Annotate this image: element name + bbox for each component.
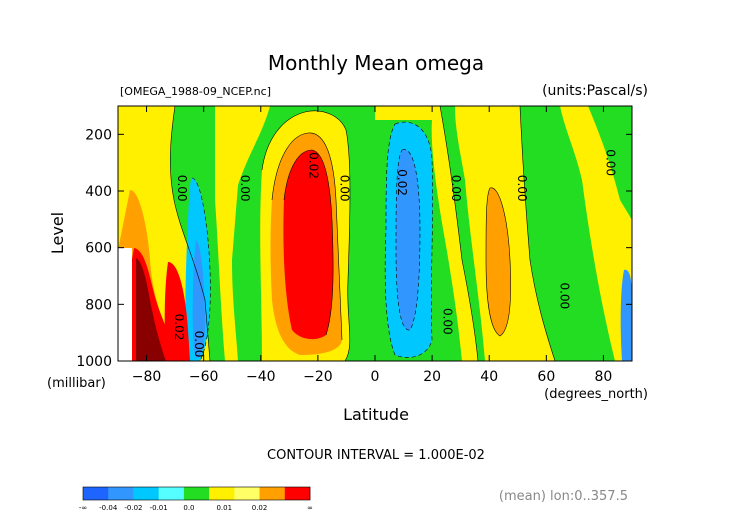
colorbar-swatch	[158, 487, 185, 500]
orange-region-north	[486, 187, 511, 336]
chart-source-file: [OMEGA_1988-09_NCEP.nc]	[120, 85, 271, 98]
colorbar-label: -0.02	[124, 504, 142, 512]
contour-label: 0.02	[395, 169, 409, 196]
y-axis-unit: (millibar)	[47, 376, 106, 391]
colorbar-label: -∞	[79, 504, 87, 512]
x-tick-label: −80	[132, 369, 162, 385]
colorbar-swatch	[259, 487, 286, 500]
contour-label: 0.00	[449, 175, 463, 202]
darkred-region-south-pole	[136, 258, 166, 361]
contour-label: 0.00	[175, 175, 189, 202]
yellow-region-east	[375, 106, 478, 361]
x-tick-label: 40	[480, 369, 498, 385]
x-axis-label: Latitude	[343, 405, 409, 424]
contour-label: 0.02	[306, 152, 320, 179]
missing-data-region	[118, 248, 132, 361]
colorbar-swatch	[209, 487, 235, 500]
y-tick-label: 200	[85, 127, 112, 143]
contour-labels: 0.00 0.00 0.02 0.00 0.02 0.00 0.00 0.00 0.00 0.00…	[172, 149, 617, 357]
blue-region-equator	[396, 149, 420, 331]
contour-lines	[170, 106, 556, 361]
colorbar-label: -0.01	[150, 504, 168, 512]
yellow-region-subtropic	[215, 106, 270, 361]
colorbar-swatch	[83, 487, 109, 500]
footer-mean-lon: (mean) lon:0..357.5	[499, 489, 628, 504]
contour-field: 0.00 0.00 0.02 0.00 0.02 0.00 0.00 0.00 0.00 0.00…	[118, 106, 632, 361]
x-axis-unit: (degrees_north)	[544, 387, 648, 402]
y-tick-label: 800	[85, 297, 112, 313]
colorbar-swatch	[183, 487, 210, 500]
contour-label: 0.02	[172, 314, 186, 341]
colorbar-label: -0.04	[99, 504, 118, 512]
contour-label: 0.00	[192, 331, 206, 358]
x-tick-label: 20	[423, 369, 441, 385]
contour-interval-text: CONTOUR INTERVAL = 1.000E-02	[267, 448, 485, 463]
contour-label: 0.00	[558, 282, 572, 309]
colorbar-swatch	[284, 487, 311, 500]
y-tick-label: 400	[85, 184, 112, 200]
contour-label: 0.00	[338, 175, 352, 202]
colorbar-label: ∞	[307, 504, 313, 512]
colorbar-label: 0.01	[216, 504, 232, 512]
colorbar: -∞ -0.04 -0.02 -0.01 0.0 0.01 0.02 ∞	[79, 486, 313, 512]
chart-units: (units:Pascal/s)	[542, 83, 648, 99]
contour-label: 0.00	[238, 175, 252, 202]
colorbar-label: 0.02	[252, 504, 268, 512]
colorbar-swatch	[234, 487, 260, 500]
x-tick-label: −60	[189, 369, 219, 385]
contour-label: 0.00	[515, 175, 529, 202]
colorbar-swatch	[108, 487, 134, 500]
x-tick-label: 60	[537, 369, 555, 385]
x-axis-ticks: −80 −60 −40 −20 0 20 40 60 80	[132, 106, 613, 385]
contour-label: 0.00	[441, 308, 455, 335]
x-tick-label: −20	[303, 369, 333, 385]
x-tick-label: −40	[246, 369, 276, 385]
y-tick-label: 600	[85, 241, 112, 257]
colorbar-swatch	[133, 487, 159, 500]
y-axis-ticks: 1000 800 600 400 200	[76, 127, 632, 370]
x-tick-label: 80	[595, 369, 613, 385]
y-tick-label: 1000	[76, 354, 112, 370]
red-region-hadley	[283, 150, 334, 340]
red-region-south-midlat	[164, 262, 190, 361]
negative-contour-lines	[191, 121, 433, 361]
chart-title: Monthly Mean omega	[268, 51, 484, 75]
colorbar-label: 0.0	[183, 504, 194, 512]
blue-region-north-pole	[620, 269, 632, 361]
colorbar-frame	[82, 486, 311, 501]
y-axis-label: Level	[48, 212, 67, 254]
yellow-region-polar	[560, 106, 632, 361]
x-tick-label: 0	[371, 369, 380, 385]
contour-label: 0.00	[603, 149, 617, 176]
